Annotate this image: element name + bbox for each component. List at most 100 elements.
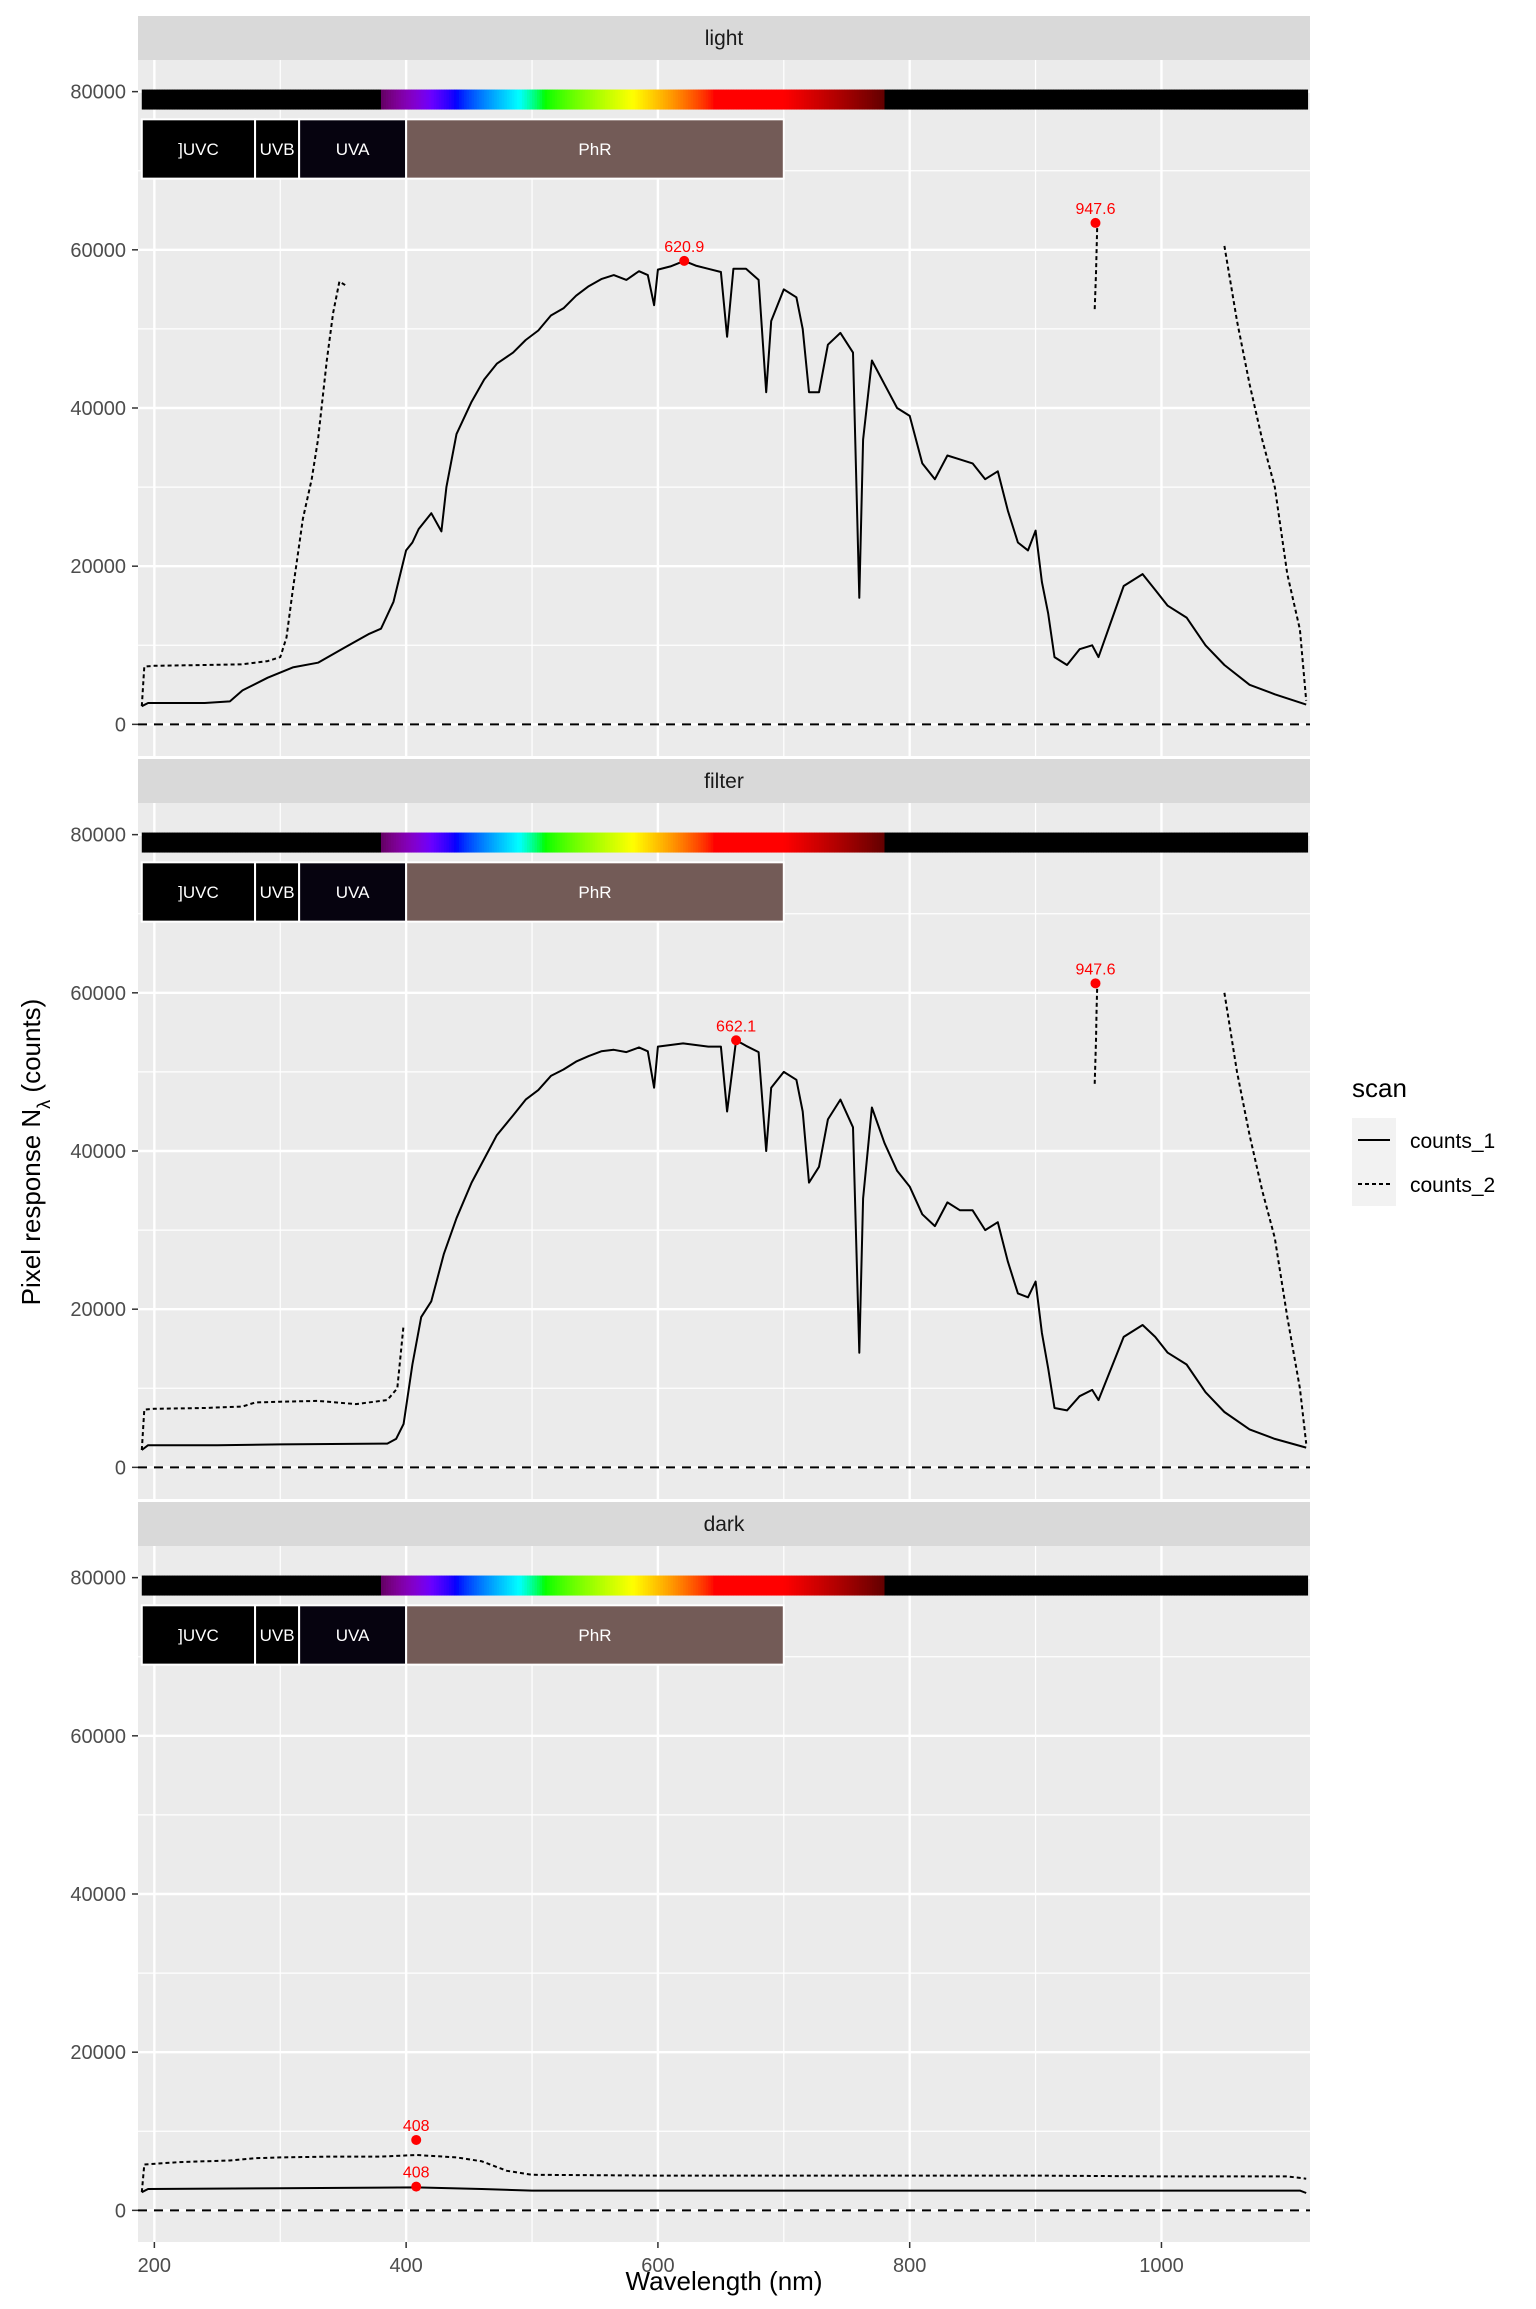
colour-bar-segment	[1267, 89, 1271, 110]
colour-bar-segment	[479, 89, 483, 110]
colour-bar-segment	[587, 832, 591, 853]
colour-bar-segment	[323, 89, 327, 110]
colour-bar-segment	[718, 89, 722, 110]
colour-bar-segment	[1176, 1575, 1180, 1596]
colour-bar-segment	[448, 1575, 453, 1596]
colour-bar-segment	[743, 89, 747, 110]
colour-bar-segment	[159, 89, 163, 110]
colour-bar-segment	[1010, 832, 1014, 853]
colour-bar-segment	[879, 89, 883, 110]
colour-bar-segment	[1116, 832, 1120, 853]
colour-bar-segment	[1282, 832, 1286, 853]
colour-bar-segment	[1053, 89, 1057, 110]
colour-bar-segment	[383, 1575, 387, 1596]
colour-bar-segment	[622, 1575, 626, 1596]
colour-bar-segment	[640, 1575, 644, 1596]
colour-bar-segment	[275, 832, 279, 853]
colour-bar-segment	[373, 1575, 377, 1596]
colour-bar-segment	[315, 89, 319, 110]
colour-bar-segment	[725, 1575, 730, 1596]
colour-bar-segment	[330, 1575, 334, 1596]
colour-bar-segment	[338, 89, 342, 110]
colour-bar-segment	[980, 832, 984, 853]
colour-bar-segment	[184, 89, 188, 110]
y-tick-label: 0	[115, 1457, 126, 1479]
colour-bar-segment	[1219, 832, 1223, 853]
colour-bar-segment	[1214, 1575, 1218, 1596]
colour-bar-segment	[257, 832, 261, 853]
colour-bar-segment	[506, 89, 510, 110]
colour-bar-segment	[547, 832, 551, 853]
colour-bar-segment	[1294, 89, 1299, 110]
colour-bar-segment	[917, 1575, 921, 1596]
colour-bar-segment	[1224, 89, 1228, 110]
colour-bar-segment	[912, 1575, 916, 1596]
colour-bar-segment	[174, 89, 178, 110]
colour-bar-segment	[255, 1575, 259, 1596]
colour-bar-segment	[985, 832, 989, 853]
colour-bar-segment	[514, 89, 518, 110]
waveband-box	[254, 1604, 301, 1666]
colour-bar-segment	[796, 89, 800, 110]
colour-bar-segment	[615, 832, 619, 853]
colour-bar-segment	[496, 1575, 500, 1596]
colour-bar-segment	[1191, 832, 1195, 853]
colour-bar-segment	[262, 1575, 266, 1596]
colour-bar-segment	[489, 1575, 493, 1596]
colour-bar-segment	[1219, 89, 1223, 110]
colour-bar-segment	[713, 1575, 717, 1596]
y-tick-label: 0	[115, 714, 126, 736]
colour-bar-segment	[1116, 89, 1120, 110]
colour-bar-segment	[559, 1575, 563, 1596]
colour-bar-segment	[811, 1575, 815, 1596]
colour-bar-segment	[333, 89, 337, 110]
colour-bar-segment	[892, 832, 896, 853]
y-axis-title-subscript: λ	[34, 1100, 54, 1109]
colour-bar-segment	[796, 832, 800, 853]
colour-bar-segment	[929, 89, 933, 110]
colour-bar-segment	[471, 89, 475, 110]
colour-bar-segment	[267, 89, 271, 110]
colour-bar-segment	[1189, 89, 1193, 110]
colour-bar-segment	[708, 1575, 712, 1596]
colour-bar-segment	[942, 1575, 946, 1596]
colour-bar-segment	[1012, 832, 1017, 853]
colour-bar-segment	[874, 1575, 878, 1596]
colour-bar-segment	[1269, 1575, 1273, 1596]
colour-bar-segment	[141, 1575, 145, 1596]
colour-bar-segment	[564, 1575, 568, 1596]
colour-bar-segment	[788, 89, 792, 110]
colour-bar-segment	[879, 832, 883, 853]
colour-bar-segment	[1282, 1575, 1286, 1596]
colour-bar-segment	[1065, 1575, 1069, 1596]
colour-bar-segment	[554, 832, 558, 853]
colour-bar-segment	[1206, 89, 1210, 110]
colour-bar-segment	[1141, 1575, 1145, 1596]
colour-bar-segment	[937, 1575, 941, 1596]
colour-bar-segment	[343, 89, 347, 110]
colour-bar-segment	[154, 89, 158, 110]
colour-bar-segment	[1234, 832, 1238, 853]
colour-bar-segment	[484, 89, 488, 110]
colour-bar-segment	[1118, 89, 1122, 110]
colour-bar-segment	[1131, 89, 1135, 110]
colour-bar-segment	[501, 832, 505, 853]
colour-bar-segment	[401, 89, 405, 110]
colour-bar-segment	[486, 832, 490, 853]
colour-bar-segment	[448, 832, 453, 853]
colour-bar-segment	[786, 89, 790, 110]
colour-bar-segment	[748, 89, 752, 110]
colour-bar-segment	[398, 89, 402, 110]
colour-bar-segment	[1028, 832, 1032, 853]
colour-bar-segment	[559, 89, 563, 110]
colour-bar-segment	[443, 89, 448, 110]
colour-bar-segment	[869, 832, 873, 853]
colour-bar-segment	[791, 1575, 795, 1596]
colour-bar-segment	[899, 832, 903, 853]
colour-bar-segment	[267, 1575, 271, 1596]
colour-bar-segment	[856, 1575, 860, 1596]
colour-bar-segment	[846, 832, 850, 853]
colour-bar-segment	[874, 89, 878, 110]
colour-bar-segment	[939, 1575, 944, 1596]
colour-bar-segment	[290, 832, 294, 853]
